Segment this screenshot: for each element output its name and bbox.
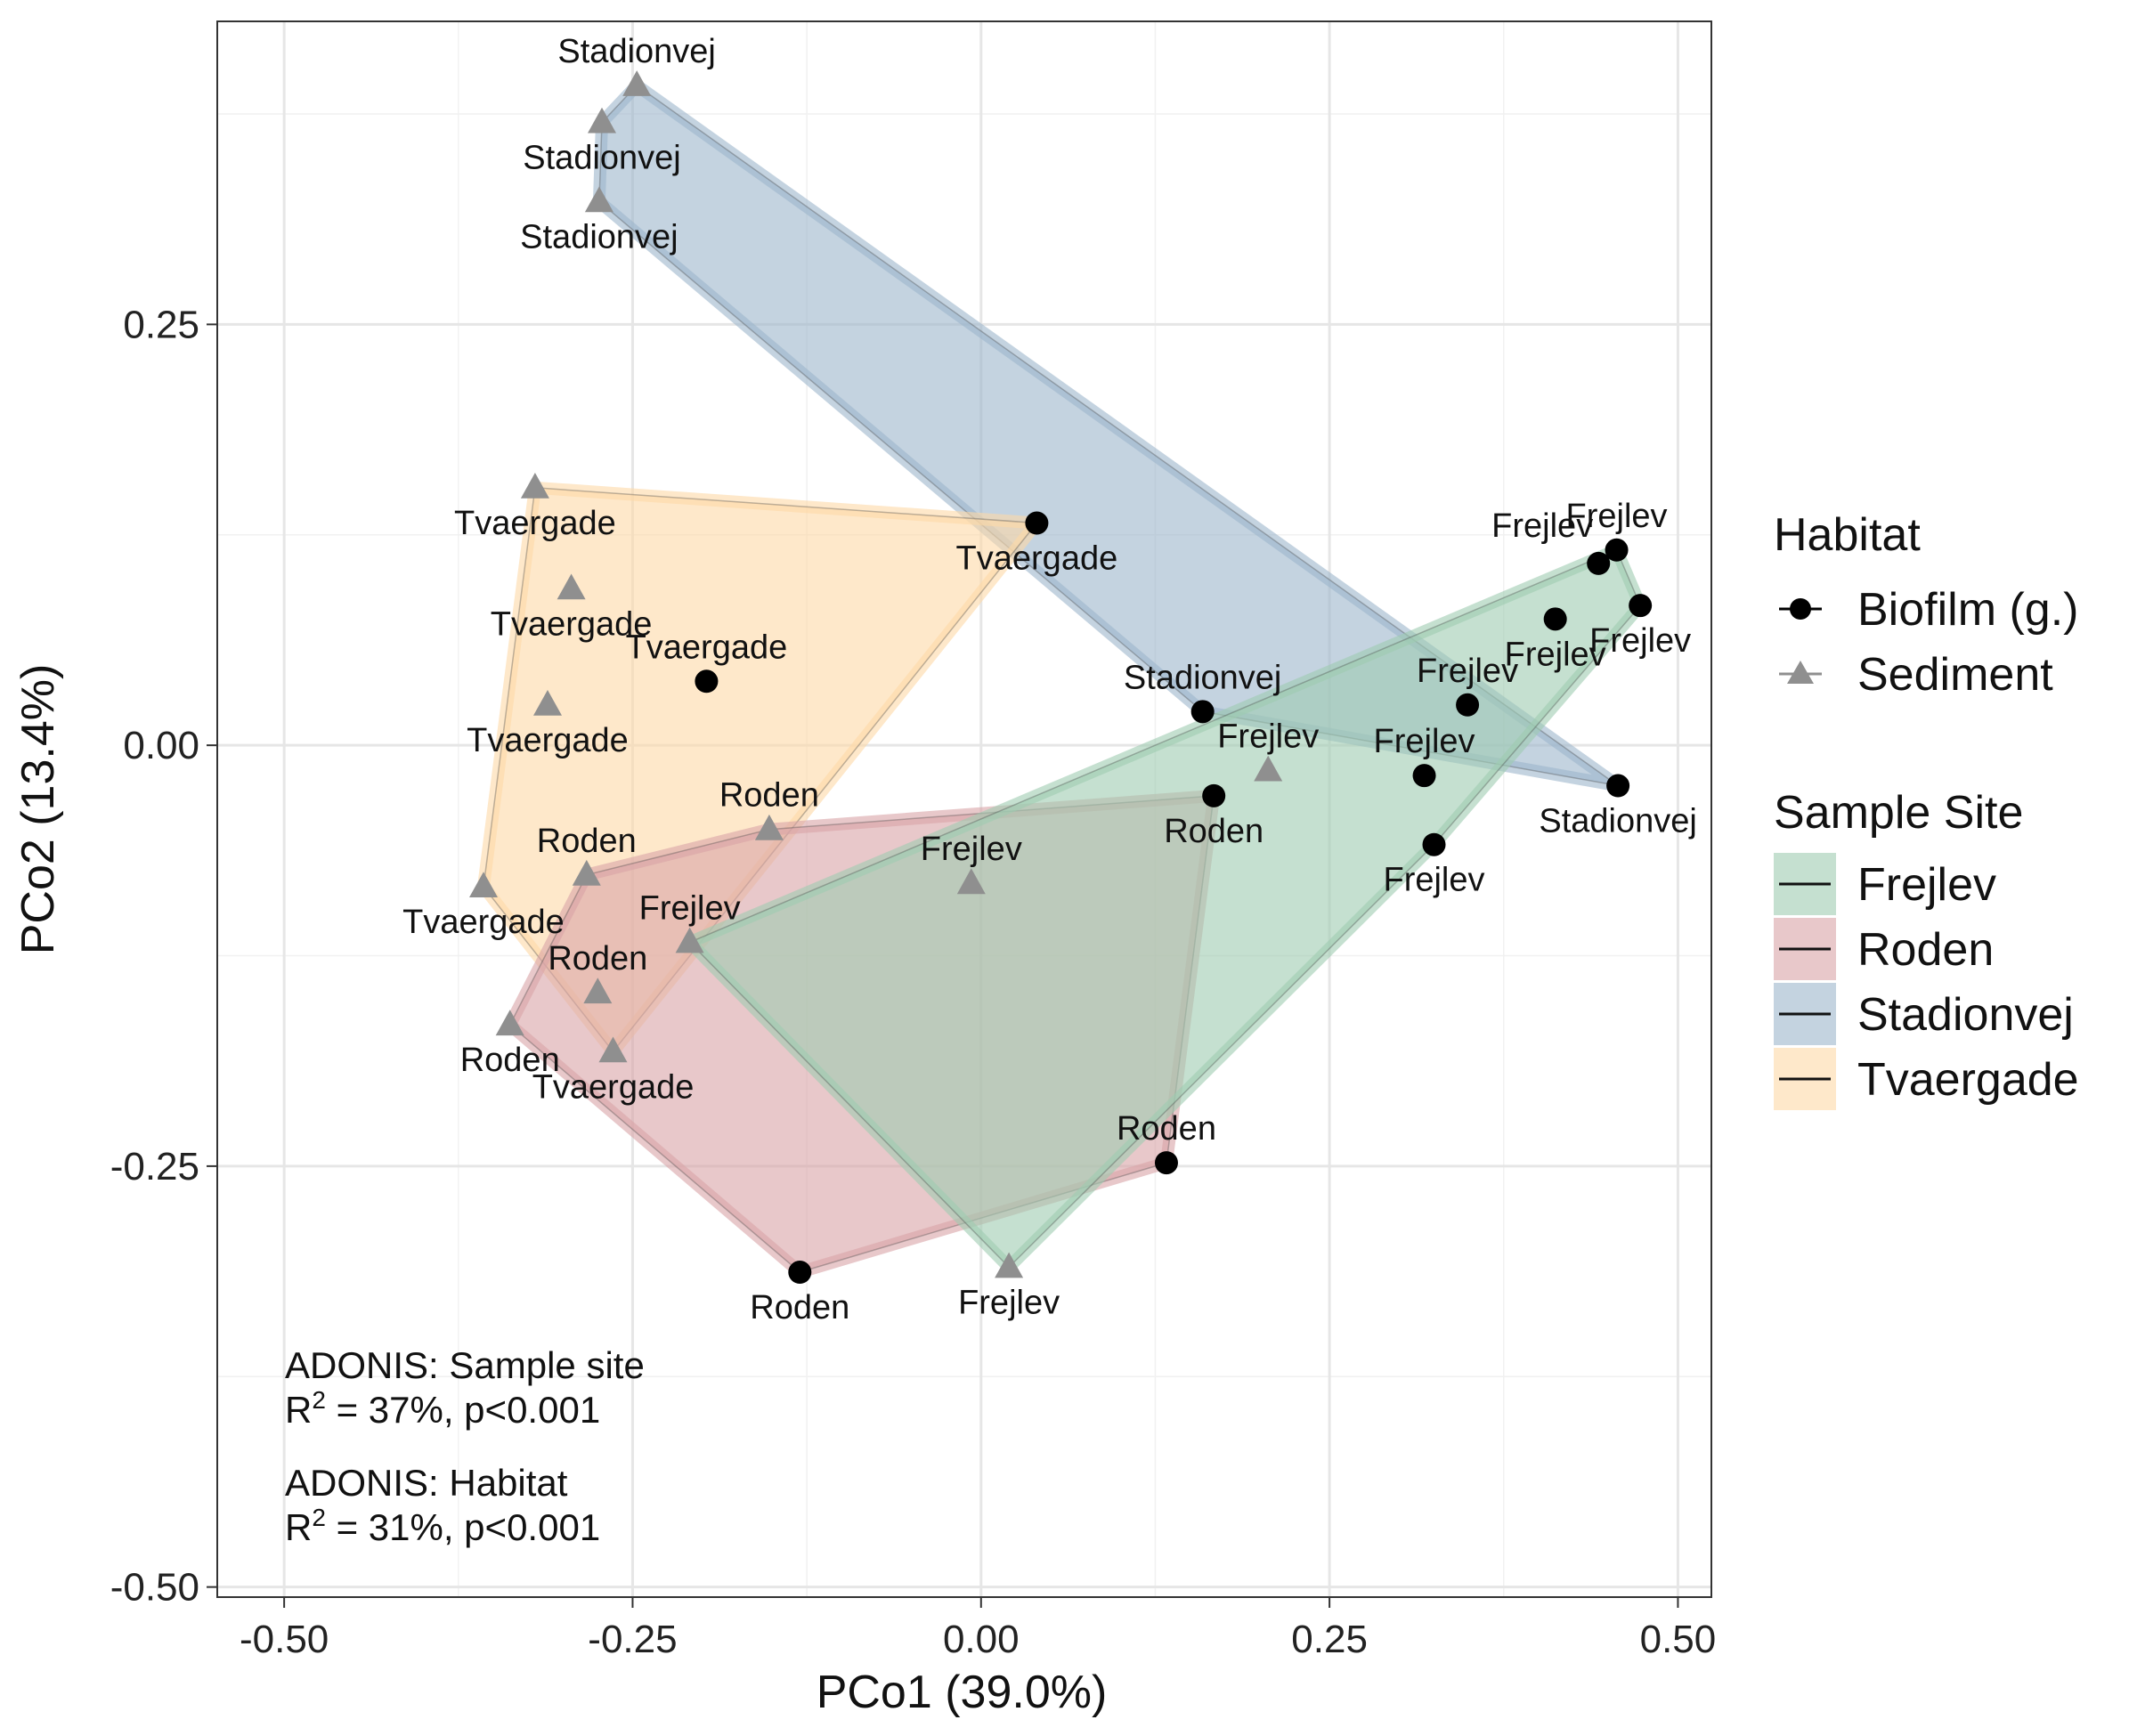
hull-frejlev — [683, 543, 1647, 1274]
panel-border — [216, 20, 1712, 1598]
legend-label-biofilm: Biofilm (g.) — [1857, 584, 2078, 636]
point-biofilm-frejlev — [1587, 551, 1611, 575]
point-sediment-frejlev — [675, 927, 704, 953]
point-label-frejlev: Frejlev — [1589, 622, 1691, 660]
legend-label-tvaergade: Tvaergade — [1857, 1054, 2079, 1106]
hull-outline-stadionvej — [598, 85, 1619, 787]
point-label-stadionvej: Stadionvej — [520, 218, 678, 256]
point-label-tvaergade: Tvaergade — [454, 505, 616, 542]
legend-key-sediment — [1779, 661, 1822, 684]
y-tick-label: 0.00 — [123, 724, 199, 767]
point-biofilm-tvaergade — [1025, 511, 1049, 535]
point-label-frejlev: Frejlev — [1417, 653, 1518, 690]
legend-label-sediment: Sediment — [1857, 649, 2053, 701]
point-label-frejlev: Frejlev — [958, 1284, 1060, 1321]
legend-key-biofilm — [1779, 598, 1822, 620]
point-sediment-roden — [572, 859, 601, 886]
legend-label-frejlev: Frejlev — [1857, 859, 1996, 911]
point-label-tvaergade: Tvaergade — [491, 605, 653, 643]
habitat-legend-title: Habitat — [1774, 509, 1921, 561]
point-biofilm-frejlev — [1605, 538, 1629, 562]
point-label-frejlev: Frejlev — [1383, 862, 1484, 899]
adonis-site-stats: R2 = 37%, p<0.001 — [285, 1386, 600, 1431]
point-label-tvaergade: Tvaergade — [626, 629, 788, 666]
y-tick-label: -0.50 — [110, 1566, 199, 1610]
point-label-stadionvej: Stadionvej — [1124, 659, 1281, 696]
point-sediment-stadionvej — [588, 107, 616, 134]
y-axis-title: PCo2 (13.4%) — [12, 664, 64, 955]
y-tick-label: -0.25 — [110, 1145, 199, 1188]
adonis-habitat-stats: R2 = 31%, p<0.001 — [285, 1504, 600, 1548]
point-sediment-tvaergade — [520, 473, 549, 499]
point-label-frejlev: Frejlev — [1505, 636, 1606, 673]
site-hulls — [477, 78, 1647, 1278]
point-sediment-frejlev — [956, 868, 986, 895]
point-biofilm-roden — [1154, 1151, 1178, 1175]
point-sediment-roden — [495, 1010, 524, 1036]
point-label-stadionvej: Stadionvej — [557, 33, 715, 70]
point-biofilm-frejlev — [1629, 594, 1653, 618]
adonis-annotations: ADONIS: Sample site R2 = 37%, p<0.001 AD… — [285, 1344, 645, 1548]
point-label-roden: Roden — [719, 777, 819, 815]
y-tick-label: 0.25 — [123, 303, 199, 346]
point-biofilm-stadionvej — [1190, 700, 1215, 724]
point-label-frejlev: Frejlev — [1566, 498, 1668, 535]
point-label-roden: Roden — [750, 1289, 849, 1326]
point-label-frejlev: Frejlev — [921, 831, 1022, 868]
hull-stadionvej — [592, 78, 1625, 792]
data-points — [469, 70, 1653, 1285]
x-axis-title: PCo1 (39.0%) — [817, 1667, 1108, 1718]
point-label-tvaergade: Tvaergade — [402, 904, 565, 941]
point-sediment-stadionvej — [584, 186, 613, 213]
point-label-tvaergade: Tvaergade — [467, 722, 629, 759]
point-label-roden: Roden — [548, 940, 647, 978]
x-tick-label: 0.00 — [943, 1618, 1020, 1661]
point-sediment-tvaergade — [469, 872, 498, 897]
x-tick-label: -0.50 — [240, 1618, 329, 1661]
point-label-roden: Roden — [460, 1042, 560, 1079]
point-sediment-tvaergade — [533, 690, 562, 716]
x-tick-label: -0.25 — [588, 1618, 677, 1661]
habitat-legend: Habitat Biofilm (g.) Sediment — [1774, 509, 2078, 701]
point-label-frejlev: Frejlev — [1374, 723, 1475, 760]
point-sediment-frejlev — [1254, 755, 1283, 782]
point-biofilm-tvaergade — [695, 669, 719, 694]
point-label-frejlev: Frejlev — [1217, 718, 1319, 756]
site-legend: Sample Site Frejlev Roden Stadionvej Tvaerg… — [1774, 787, 2079, 1110]
x-tick-label: 0.25 — [1291, 1618, 1368, 1661]
point-biofilm-roden — [788, 1261, 812, 1285]
point-label-roden: Roden — [1117, 1110, 1216, 1148]
point-label-tvaergade: Tvaergade — [956, 540, 1118, 578]
site-legend-title: Sample Site — [1774, 787, 2023, 839]
legend-label-roden: Roden — [1857, 924, 1994, 976]
point-label-tvaergade: Tvaergade — [532, 1068, 695, 1106]
x-tick-label: 0.50 — [1640, 1618, 1717, 1661]
point-sediment-frejlev — [995, 1252, 1024, 1278]
point-biofilm-roden — [1202, 783, 1226, 807]
point-sediment-tvaergade — [598, 1036, 628, 1063]
point-biofilm-frejlev — [1412, 764, 1436, 788]
hull-outline-frejlev — [688, 549, 1641, 1269]
point-label-roden: Roden — [1164, 813, 1264, 850]
point-sediment-stadionvej — [622, 70, 652, 96]
adonis-site-title: ADONIS: Sample site — [285, 1344, 645, 1386]
point-labels: Stadionvej Stadionvej Stadionvej Stadionvej… — [402, 33, 1697, 1326]
point-label-stadionvej: Stadionvej — [523, 139, 680, 176]
point-biofilm-frejlev — [1422, 832, 1446, 856]
point-sediment-tvaergade — [557, 573, 586, 600]
point-biofilm-frejlev — [1456, 693, 1480, 717]
legend-label-stadionvej: Stadionvej — [1857, 989, 2074, 1041]
axes: -0.50 -0.25 0.00 0.25 0.50 -0.50 -0.25 0.00 0.25 — [110, 303, 1717, 1661]
point-biofilm-frejlev — [1543, 607, 1567, 631]
point-label-frejlev: Frejlev — [639, 889, 741, 927]
point-label-frejlev: Frejlev — [1491, 507, 1593, 545]
point-label-stadionvej: Stadionvej — [1539, 803, 1696, 840]
point-sediment-roden — [754, 814, 784, 840]
point-biofilm-stadionvej — [1606, 774, 1630, 798]
adonis-habitat-title: ADONIS: Habitat — [285, 1462, 568, 1504]
point-sediment-roden — [583, 978, 613, 1004]
point-label-roden: Roden — [537, 823, 637, 860]
